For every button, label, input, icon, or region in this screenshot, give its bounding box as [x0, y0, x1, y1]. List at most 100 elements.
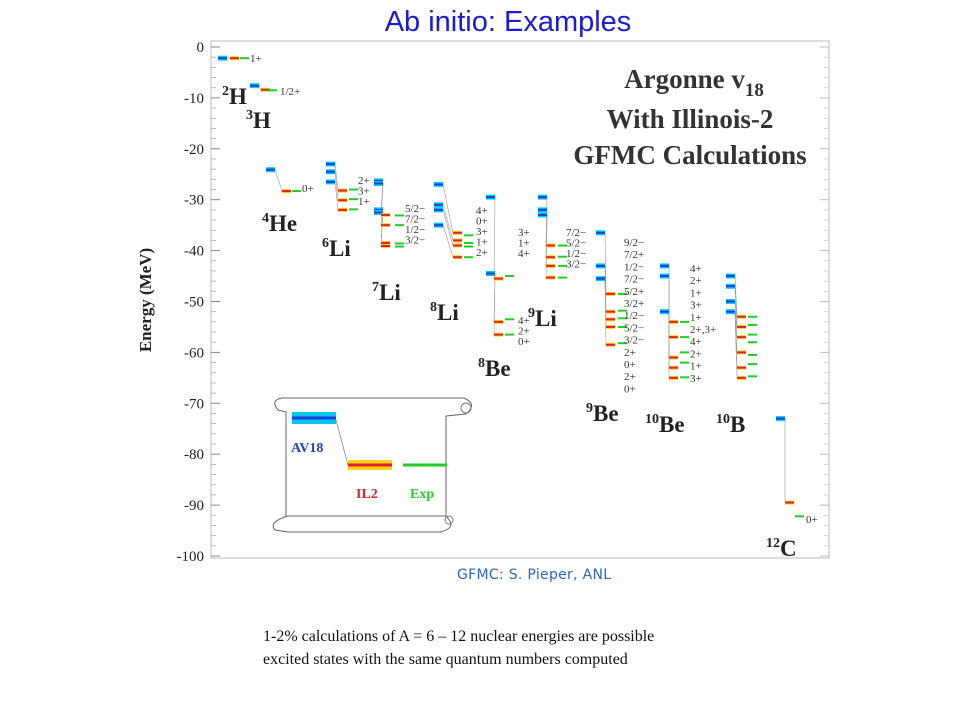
- spin-label: 3+: [476, 226, 488, 238]
- nucleus-symbol: B: [730, 412, 745, 437]
- spin-label: 0+: [476, 216, 488, 228]
- nucleus-label: 10B: [716, 412, 745, 437]
- nucleus-symbol: Be: [593, 401, 619, 426]
- spin-label: 5/2+: [624, 286, 644, 298]
- spin-label: 4+: [518, 248, 530, 260]
- spin-label: 2+: [518, 326, 530, 338]
- nucleus-label: 3H: [246, 108, 271, 133]
- y-tick-label: -10: [184, 91, 204, 107]
- nucleus-mass-number: 8: [478, 356, 485, 371]
- spin-label: 1+: [690, 361, 702, 373]
- nucleus-mass-number: 3: [246, 108, 253, 123]
- nucleus-symbol: H: [253, 108, 271, 133]
- spin-label: 3/2−: [405, 235, 425, 247]
- legend-scroll-curl-bottom: [444, 515, 454, 525]
- spin-label: 1+: [476, 237, 488, 249]
- spin-labels: 1+1/2+0+2+3+1+5/2−7/2−1/2−3/2−4+0+3+1+2+…: [250, 53, 818, 526]
- nucleus-symbol: Li: [535, 306, 557, 331]
- nucleus-label: 8Be: [478, 356, 511, 381]
- spin-label: 2+: [690, 275, 702, 287]
- spin-label: 3+: [518, 227, 530, 239]
- legend-scroll: AV18 IL2 Exp: [272, 397, 472, 533]
- spin-label: 1+: [250, 53, 262, 65]
- chart-title-line-2: With Illinois-2: [607, 104, 774, 134]
- connector-line: [334, 171, 339, 201]
- nucleus-label: 10Be: [645, 412, 685, 437]
- spin-label: 3+: [358, 186, 370, 198]
- spin-label: 1/2−: [624, 310, 644, 322]
- nucleus-label: 9Be: [586, 401, 619, 426]
- spin-label: 2+,3+: [690, 324, 716, 336]
- y-tick-label: -100: [177, 549, 205, 565]
- spin-label: 2+: [358, 175, 370, 187]
- spin-label: 1+: [690, 312, 702, 324]
- plot-frame: [210, 40, 830, 559]
- nucleus-label: 9Li: [528, 306, 557, 331]
- spin-label: 4+: [690, 263, 702, 275]
- spin-label: 1+: [358, 196, 370, 208]
- connector-line: [334, 164, 339, 191]
- spin-label: 4+: [690, 336, 702, 348]
- connector-line: [604, 278, 607, 345]
- y-tick-label: -30: [184, 193, 204, 209]
- spin-label: 7/2−: [624, 274, 644, 286]
- spin-label: 7/2−: [405, 214, 425, 226]
- spin-label: 4+: [476, 205, 488, 217]
- connector-line: [380, 212, 384, 247]
- spin-label: 5/2−: [405, 203, 425, 215]
- legend-exp-label: Exp: [410, 487, 434, 502]
- spin-label: 5/2−: [566, 238, 586, 250]
- nucleus-label: 12C: [766, 536, 797, 561]
- connector-line: [493, 197, 496, 279]
- caption-line-1: 1-2% calculations of A = 6 – 12 nuclear …: [263, 628, 655, 645]
- caption: 1-2% calculations of A = 6 – 12 nuclear …: [263, 625, 654, 671]
- spin-label: 3/2+: [624, 298, 644, 310]
- nucleus-symbol: He: [269, 211, 297, 236]
- spin-label: 3+: [690, 300, 702, 312]
- y-tick-label: -90: [184, 498, 204, 514]
- spin-label: 2+: [690, 348, 702, 360]
- spin-label: 1+: [518, 238, 530, 250]
- y-axis: 0 -10 -20 -30 -40 -50 -60 -70 -80 -90 -100: [177, 40, 829, 565]
- spin-label: 1/2−: [405, 224, 425, 236]
- y-axis-label: Energy (MeV): [136, 248, 155, 352]
- y-tick-label: -50: [184, 295, 204, 311]
- spin-label: 5/2−: [624, 322, 644, 334]
- spin-label: 7/2−: [566, 227, 586, 239]
- spin-label: 0+: [624, 359, 636, 371]
- connector-line: [442, 209, 454, 246]
- y-tick-label: -80: [184, 447, 204, 463]
- slide-title: Ab initio: Examples: [384, 6, 632, 38]
- spin-label: 2+: [624, 347, 636, 359]
- nucleus-mass-number: 12: [766, 536, 780, 551]
- connector-line: [334, 181, 339, 210]
- spin-label: 0+: [624, 383, 636, 395]
- spin-label: 4+: [518, 315, 530, 327]
- connector-line: [380, 183, 384, 226]
- nucleus-symbol: Li: [329, 236, 351, 261]
- spin-label: 1/2+: [280, 86, 300, 98]
- y-tick-label: -70: [184, 396, 204, 412]
- nucleus-mass-number: 2: [222, 84, 229, 99]
- nucleus-label: 4He: [262, 211, 297, 236]
- nucleus-mass-number: 9: [586, 401, 593, 416]
- spin-label: 2+: [624, 371, 636, 383]
- connector-line: [734, 276, 738, 317]
- connector-line: [734, 286, 738, 327]
- spin-label: 9/2−: [624, 237, 644, 249]
- nucleus-symbol: Be: [659, 412, 685, 437]
- connector-line: [442, 184, 454, 233]
- nucleus-mass-number: 4: [262, 211, 269, 226]
- level-scheme-chart: 0 -10 -20 -30 -40 -50 -60 -70 -80 -90 -100 Energy …: [136, 40, 830, 565]
- spin-label: 3/2−: [624, 335, 644, 347]
- spin-label: 0+: [518, 336, 530, 348]
- level-scheme-figure: 0 -10 -20 -30 -40 -50 -60 -70 -80 -90 -100 Energy …: [120, 36, 840, 571]
- spin-label: 3+: [690, 373, 702, 385]
- nucleus-label: 2H: [222, 84, 247, 109]
- connector-line: [274, 169, 283, 192]
- nucleus-label: 6Li: [322, 236, 351, 261]
- connector-line: [604, 232, 607, 294]
- chart-title-line-3: GFMC Calculations: [573, 140, 806, 170]
- connector-line: [258, 85, 262, 90]
